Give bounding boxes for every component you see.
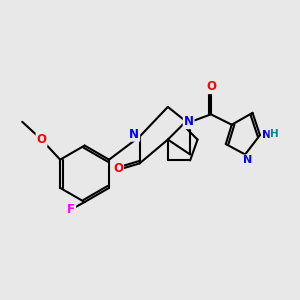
Text: N: N	[184, 115, 194, 128]
Text: N: N	[262, 130, 271, 140]
Text: H: H	[271, 129, 279, 139]
Text: N: N	[129, 128, 139, 141]
Text: O: O	[113, 162, 123, 175]
Text: N: N	[244, 155, 253, 165]
Text: O: O	[37, 133, 46, 146]
Text: F: F	[67, 203, 75, 216]
Text: O: O	[206, 80, 216, 93]
